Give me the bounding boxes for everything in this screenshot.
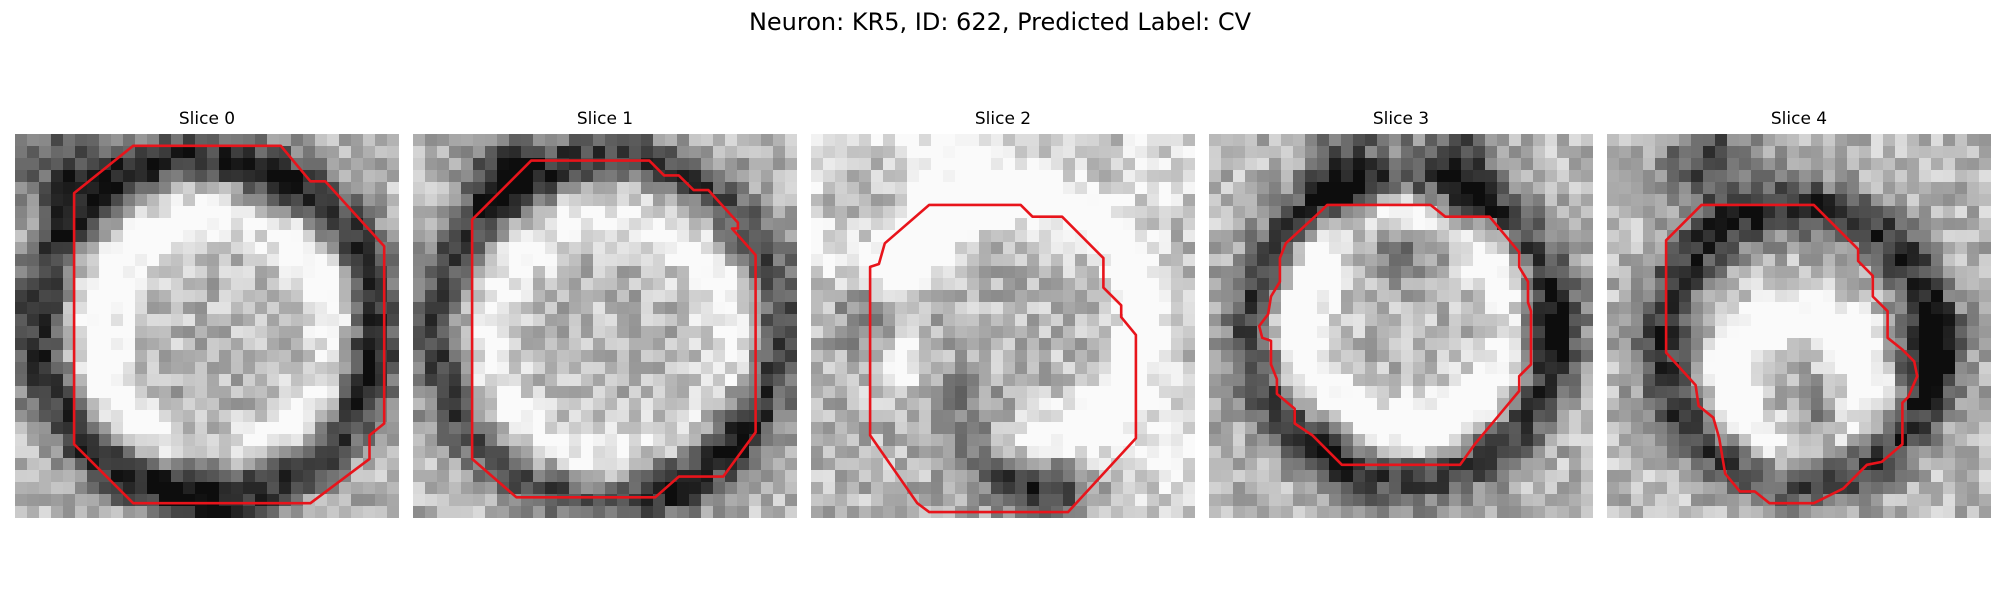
segmentation-contour (1257, 203, 1533, 467)
slice-title: Slice 1 (576, 109, 634, 129)
slice-title: Slice 2 (974, 109, 1032, 129)
segmentation-contour (470, 159, 757, 499)
segmentation-contour (72, 144, 386, 505)
segmentation-contour (1664, 203, 1919, 505)
slice-image (413, 134, 797, 518)
slice-title: Slice 0 (178, 109, 236, 129)
slice-title: Slice 3 (1372, 109, 1430, 129)
slice-image (811, 134, 1195, 518)
figure-title: Neuron: KR5, ID: 622, Predicted Label: C… (748, 8, 1252, 36)
slice-image (1209, 134, 1593, 518)
slice-image (1607, 134, 1991, 518)
slice-image (15, 134, 399, 518)
segmentation-contour (868, 203, 1138, 514)
slice-title: Slice 4 (1770, 109, 1828, 129)
